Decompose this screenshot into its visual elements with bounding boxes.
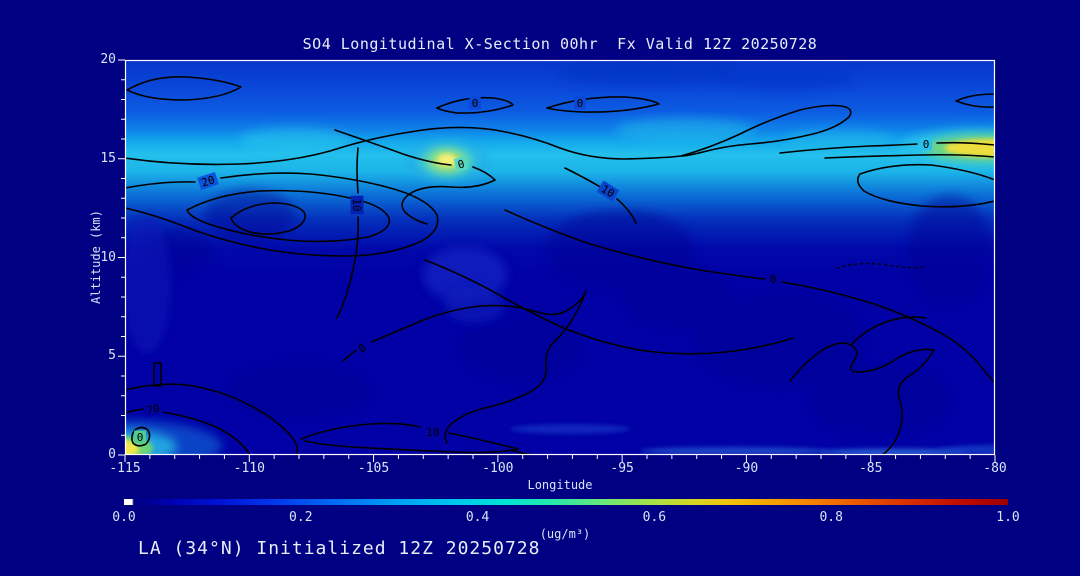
x-axis-title: Longitude [527,478,593,492]
xsection-plot: 0 0 0 0 20 10 10 0 70 0 10 0 [118,59,996,462]
svg-text:0: 0 [923,138,930,151]
fill-hotspot [937,445,995,455]
svg-text:0: 0 [472,97,479,110]
plot-frame [124,59,996,456]
fill-dark-mottle [145,189,992,435]
svg-text:0: 0 [456,157,466,171]
contour-label: 0 [353,339,371,357]
fill-hotspot [715,65,855,91]
contour-label: 0 [920,137,932,151]
colorbar-tick-label: 0.4 [465,510,490,525]
fill-hotspot [615,118,755,142]
contour-lines [125,75,995,455]
svg-text:0: 0 [769,273,777,287]
fill-hotspot [438,154,456,166]
colorbar [124,499,1008,505]
contour-label: 0 [453,156,469,172]
svg-text:10: 10 [350,198,363,211]
fill-hotspot [445,287,505,323]
fill-hotspot [125,217,171,353]
x-tick-label: -90 [734,461,759,476]
axis-ticks [118,59,996,462]
x-tick-label: -100 [482,461,514,476]
contour-label: 0 [574,96,586,110]
contour-label: 10 [350,195,364,215]
svg-text:20: 20 [200,173,217,189]
x-tick-label: -95 [610,461,634,476]
fill-hotspot [125,440,139,455]
colorbar-unit-label: (ug/m³) [539,527,591,541]
fill-hotspot [510,424,630,434]
contour-label: 0 [134,430,146,444]
svg-text:0: 0 [577,97,584,110]
x-tick-label: -105 [357,461,390,476]
fill-hotspot [640,447,830,455]
y-tick-label: 5 [108,348,116,364]
contour-label: 0 [469,96,481,110]
contour-label: 10 [596,180,620,202]
fill-contours [125,60,995,455]
colorbar-tick-label: 0.0 [112,510,136,525]
colorbar-tick-label: 0.6 [642,510,667,525]
y-tick-label: 15 [100,150,116,166]
x-tick-label: -115 [109,461,141,476]
y-tick-label: 10 [100,249,116,265]
colorbar-tick-label: 0.8 [819,510,843,525]
colorbar-tick-label: 0.2 [289,510,313,525]
svg-text:10: 10 [599,182,617,200]
contour-labels: 0 0 0 0 20 10 10 0 70 0 10 0 [134,96,932,444]
x-tick-label: -80 [983,461,1007,476]
contour-label: 20 [197,171,219,191]
svg-text:0: 0 [137,431,144,444]
contour-label: 10 [423,425,443,439]
svg-text:70: 70 [145,402,161,417]
contour-label: 70 [142,400,164,418]
init-annotation: LA (34°N) Initialized 12Z 20250728 [138,538,541,559]
colorbar-tick-label: 1.0 [996,510,1020,525]
x-tick-label: -85 [858,461,883,476]
xsection-svg: 0 0 0 0 20 10 10 0 70 0 10 0 [118,59,996,462]
svg-text:10: 10 [426,426,439,439]
contour-label: 0 [766,271,780,287]
x-tick-label: -110 [233,461,265,476]
fill-hotspot [555,60,735,86]
y-tick-label: 0 [108,447,116,462]
chart-title: SO4 Longitudinal X-Section 00hr Fx Valid… [302,35,818,53]
svg-text:0: 0 [356,341,368,356]
fill-hotspot [240,128,350,152]
y-tick-label: 20 [100,52,116,67]
fill-hotspot [820,448,970,455]
